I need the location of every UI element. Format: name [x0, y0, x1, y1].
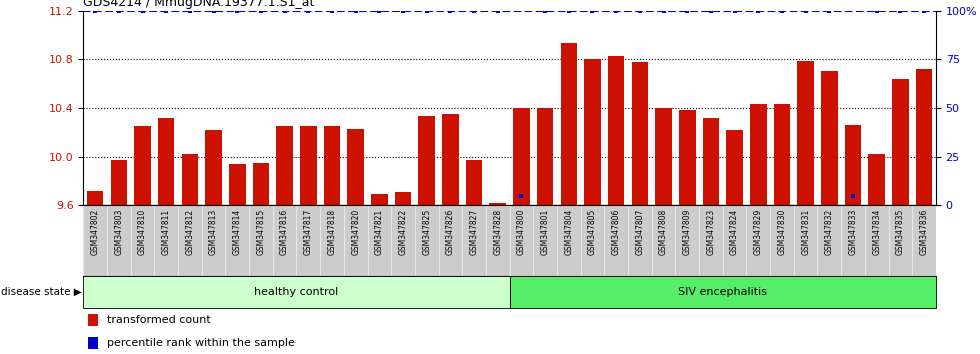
- Text: GSM347836: GSM347836: [919, 209, 929, 255]
- Text: GDS4214 / MmugDNA.19377.1.S1_at: GDS4214 / MmugDNA.19377.1.S1_at: [83, 0, 315, 10]
- Bar: [821, 72, 838, 205]
- Bar: [773, 104, 790, 205]
- Bar: [395, 192, 412, 205]
- Text: GSM347825: GSM347825: [422, 209, 431, 255]
- Text: GSM347833: GSM347833: [849, 209, 858, 255]
- Bar: [229, 164, 246, 205]
- Text: GSM347813: GSM347813: [209, 209, 219, 255]
- Bar: [561, 44, 577, 205]
- Text: GSM347835: GSM347835: [896, 209, 905, 255]
- Bar: [703, 118, 719, 205]
- Text: GSM347832: GSM347832: [825, 209, 834, 255]
- Text: SIV encephalitis: SIV encephalitis: [678, 287, 767, 297]
- Bar: [489, 203, 506, 205]
- Text: healthy control: healthy control: [255, 287, 338, 297]
- Bar: [750, 104, 766, 205]
- Bar: [158, 118, 174, 205]
- Text: GSM347810: GSM347810: [138, 209, 147, 255]
- Bar: [726, 130, 743, 205]
- Text: GSM347824: GSM347824: [730, 209, 739, 255]
- Text: GSM347802: GSM347802: [90, 209, 100, 255]
- Text: GSM347834: GSM347834: [872, 209, 881, 255]
- Bar: [347, 129, 364, 205]
- Text: GSM347806: GSM347806: [612, 209, 620, 255]
- Text: GSM347822: GSM347822: [399, 209, 408, 255]
- Bar: [418, 116, 435, 205]
- Text: GSM347803: GSM347803: [115, 209, 123, 255]
- Text: GSM347805: GSM347805: [588, 209, 597, 255]
- Bar: [276, 126, 293, 205]
- Bar: [631, 62, 648, 205]
- Text: percentile rank within the sample: percentile rank within the sample: [107, 338, 295, 348]
- Text: GSM347809: GSM347809: [683, 209, 692, 255]
- Text: GSM347827: GSM347827: [469, 209, 478, 255]
- Bar: [798, 61, 814, 205]
- Text: GSM347830: GSM347830: [777, 209, 787, 255]
- Text: GSM347818: GSM347818: [327, 209, 336, 255]
- Text: GSM347800: GSM347800: [516, 209, 526, 255]
- Bar: [253, 163, 270, 205]
- Bar: [87, 337, 98, 349]
- Bar: [510, 276, 936, 308]
- Text: GSM347829: GSM347829: [754, 209, 762, 255]
- Bar: [300, 126, 317, 205]
- Text: GSM347815: GSM347815: [257, 209, 266, 255]
- Text: GSM347801: GSM347801: [541, 209, 550, 255]
- Text: GSM347808: GSM347808: [659, 209, 668, 255]
- Text: disease state ▶: disease state ▶: [1, 287, 81, 297]
- Text: GSM347814: GSM347814: [232, 209, 242, 255]
- Text: GSM347804: GSM347804: [564, 209, 573, 255]
- Bar: [466, 160, 482, 205]
- Bar: [87, 191, 104, 205]
- Text: GSM347828: GSM347828: [493, 209, 503, 255]
- Bar: [915, 69, 932, 205]
- Bar: [371, 194, 388, 205]
- Bar: [323, 126, 340, 205]
- Text: GSM347823: GSM347823: [707, 209, 715, 255]
- Bar: [87, 314, 98, 326]
- Bar: [656, 108, 672, 205]
- Bar: [584, 59, 601, 205]
- Bar: [83, 276, 510, 308]
- Bar: [868, 154, 885, 205]
- Text: GSM347817: GSM347817: [304, 209, 313, 255]
- Bar: [134, 126, 151, 205]
- Bar: [181, 154, 198, 205]
- Text: transformed count: transformed count: [107, 315, 211, 325]
- Text: GSM347812: GSM347812: [185, 209, 194, 255]
- Bar: [892, 79, 908, 205]
- Text: GSM347816: GSM347816: [280, 209, 289, 255]
- Bar: [679, 110, 696, 205]
- Bar: [537, 108, 554, 205]
- Bar: [514, 108, 530, 205]
- Bar: [845, 125, 861, 205]
- Bar: [608, 56, 624, 205]
- Bar: [111, 160, 127, 205]
- Text: GSM347820: GSM347820: [351, 209, 361, 255]
- Bar: [442, 114, 459, 205]
- Text: GSM347826: GSM347826: [446, 209, 455, 255]
- Text: GSM347811: GSM347811: [162, 209, 171, 255]
- Text: GSM347807: GSM347807: [635, 209, 645, 255]
- Text: GSM347821: GSM347821: [374, 209, 384, 255]
- Text: GSM347831: GSM347831: [801, 209, 810, 255]
- Bar: [205, 130, 221, 205]
